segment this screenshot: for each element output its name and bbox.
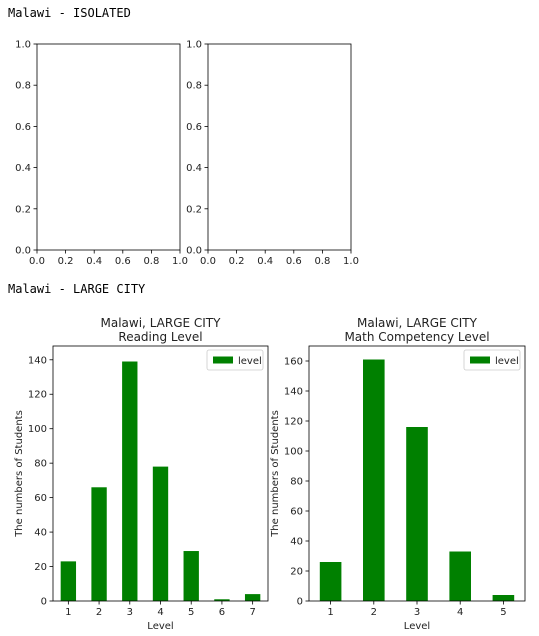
bar <box>319 562 342 601</box>
output-text-isolated: Malawi - ISOLATED <box>8 6 131 20</box>
x-tick-label: 1 <box>65 607 71 618</box>
x-tick-label: 0.2 <box>58 256 74 267</box>
legend-label: level <box>495 356 519 367</box>
y-tick-label: 0.0 <box>15 246 31 257</box>
x-tick-label: 0.8 <box>314 256 330 267</box>
y-tick-label: 0.6 <box>15 122 31 133</box>
x-tick-label: 1 <box>327 607 333 618</box>
y-tick-label: 120 <box>284 417 303 428</box>
bar <box>449 551 471 601</box>
y-tick-label: 140 <box>28 355 47 366</box>
chart-subtitle: Math Competency Level <box>344 330 489 344</box>
x-tick-label: 3 <box>127 607 133 618</box>
x-tick-label: 0.4 <box>257 256 273 267</box>
y-tick-label: 160 <box>284 357 303 368</box>
legend-swatch <box>470 356 490 364</box>
x-tick-label: 4 <box>157 607 163 618</box>
x-tick-label: 1.0 <box>343 256 359 267</box>
x-tick-label: 5 <box>188 607 194 618</box>
legend-box <box>206 349 264 371</box>
bar <box>122 361 138 601</box>
y-axis-label: The numbers of Students <box>14 410 25 538</box>
x-tick-label: 3 <box>414 607 420 618</box>
y-tick-label: 1.0 <box>186 40 202 51</box>
y-axis-label: The numbers of Students <box>270 410 281 538</box>
bar <box>492 595 515 601</box>
x-tick-label: 0.6 <box>115 256 131 267</box>
y-tick-label: 100 <box>284 447 303 458</box>
y-tick-label: 80 <box>290 477 303 488</box>
bar <box>152 466 169 601</box>
x-tick-label: 0.2 <box>229 256 245 267</box>
y-tick-label: 0.4 <box>15 163 31 174</box>
y-tick-label: 0.0 <box>186 246 202 257</box>
x-tick-label: 0.0 <box>29 256 45 267</box>
y-tick-label: 100 <box>28 424 47 435</box>
y-tick-label: 20 <box>34 562 47 573</box>
x-axis-label: Level <box>147 621 173 632</box>
x-axis-label: Level <box>404 621 430 632</box>
x-tick-label: 2 <box>371 607 377 618</box>
bar <box>91 487 107 601</box>
x-tick-label: 0.0 <box>200 256 216 267</box>
x-tick-label: 2 <box>96 607 102 618</box>
x-tick-label: 0.8 <box>143 256 159 267</box>
bar <box>183 551 199 601</box>
x-tick-label: 0.4 <box>86 256 102 267</box>
chart-title: Malawi, LARGE CITY <box>101 316 222 330</box>
y-tick-label: 0.8 <box>186 81 202 92</box>
y-tick-label: 0.6 <box>186 122 202 133</box>
y-tick-label: 1.0 <box>15 40 31 51</box>
y-tick-label: 0.8 <box>15 81 31 92</box>
y-tick-label: 0.2 <box>186 204 202 215</box>
y-tick-label: 60 <box>290 507 303 518</box>
y-tick-label: 140 <box>284 387 303 398</box>
legend-box <box>463 349 521 371</box>
chart-subtitle: Reading Level <box>118 330 202 344</box>
x-tick-label: 1.0 <box>172 256 188 267</box>
x-tick-label: 6 <box>219 607 225 618</box>
x-tick-label: 7 <box>249 607 255 618</box>
x-tick-label: 4 <box>457 607 463 618</box>
y-tick-label: 120 <box>28 390 47 401</box>
y-tick-label: 40 <box>34 528 47 539</box>
y-tick-label: 0.4 <box>186 163 202 174</box>
plot-frame-1 <box>207 43 352 251</box>
bar <box>406 427 428 601</box>
x-tick-label: 5 <box>500 607 506 618</box>
x-tick-label: 0.6 <box>286 256 302 267</box>
output-text-large-city: Malawi - LARGE CITY <box>8 282 146 296</box>
y-tick-label: 60 <box>34 493 47 504</box>
bar <box>244 594 261 601</box>
y-tick-label: 40 <box>290 537 303 548</box>
y-tick-label: 80 <box>34 459 47 470</box>
y-tick-label: 0 <box>41 597 47 608</box>
bar <box>60 561 77 601</box>
y-tick-label: 20 <box>290 567 303 578</box>
bar <box>363 359 385 601</box>
chart-title: Malawi, LARGE CITY <box>357 316 478 330</box>
legend-swatch <box>213 356 233 364</box>
legend-label: level <box>238 356 262 367</box>
y-tick-label: 0.2 <box>15 204 31 215</box>
bar <box>214 599 230 601</box>
plot-frame-0 <box>36 43 181 251</box>
y-tick-label: 0 <box>297 597 303 608</box>
